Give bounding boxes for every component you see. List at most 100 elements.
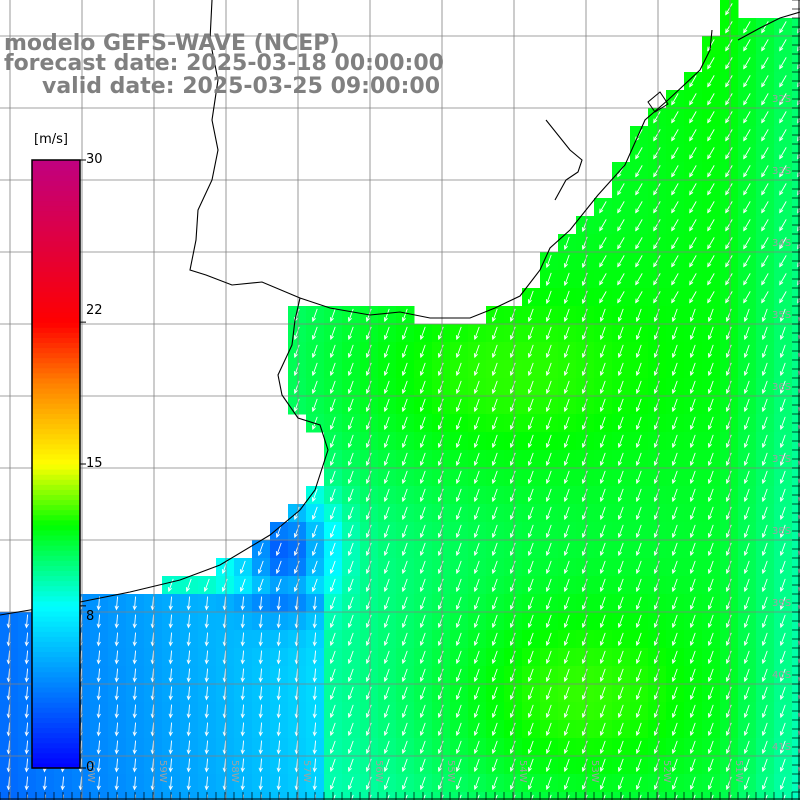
wind-arrow [383, 686, 390, 701]
wind-arrow [599, 740, 606, 755]
wind-arrow [743, 668, 750, 683]
wind-arrow [599, 291, 607, 304]
wind-arrow [599, 596, 606, 611]
wind-arrow [437, 542, 444, 557]
colorbar-segment [32, 676, 80, 683]
wind-arrow [779, 416, 786, 431]
wind-arrow [383, 380, 390, 395]
colorbar-segment [32, 261, 80, 267]
wind-arrow [599, 506, 606, 521]
wind-arrow [276, 686, 281, 701]
wind-arrow [707, 614, 714, 629]
wind-arrow [635, 183, 643, 196]
wind-arrow [635, 506, 642, 521]
wind-arrow [707, 165, 715, 178]
colorbar-segment [32, 656, 80, 663]
wind-arrow [365, 524, 372, 539]
wind-arrow [347, 524, 354, 539]
wind-arrow [779, 470, 786, 485]
colorbar-segment [32, 762, 80, 769]
colorbar-segment [32, 312, 80, 318]
wind-arrow [276, 668, 281, 683]
wind-arrow [455, 614, 462, 629]
wind-arrow [98, 794, 101, 800]
wind-arrow [473, 506, 480, 521]
wind-arrow [563, 254, 570, 269]
wind-arrow [563, 452, 570, 467]
wind-arrow [365, 596, 372, 611]
wind-arrow [671, 326, 678, 341]
wind-arrow [419, 488, 426, 503]
wind-arrow [347, 542, 354, 557]
wind-arrow [617, 291, 625, 304]
wind-arrow [329, 776, 336, 791]
wind-arrow [761, 452, 768, 467]
wind-arrow [347, 506, 354, 521]
wind-arrow [707, 506, 714, 521]
wind-arrow [725, 416, 732, 431]
wind-arrow [581, 488, 588, 503]
wind-arrow [24, 704, 29, 719]
wind-arrow [689, 398, 696, 413]
wind-arrow [743, 129, 751, 142]
wind-arrow [509, 506, 516, 521]
wind-arrow [635, 237, 643, 250]
wind-arrow [311, 506, 318, 521]
wind-arrow [707, 668, 714, 683]
wind-arrow [563, 290, 570, 305]
wind-arrow [635, 219, 643, 232]
wind-arrow [329, 560, 336, 575]
wind-arrow [437, 668, 444, 683]
wind-arrow [96, 650, 101, 665]
wind-arrow [509, 344, 516, 359]
wind-arrow [725, 740, 732, 755]
colorbar-segment [32, 372, 80, 379]
wind-arrow [419, 470, 426, 485]
wind-arrow [671, 398, 678, 413]
wind-arrow [728, 794, 732, 800]
wind-arrow [455, 704, 462, 719]
wind-arrow [617, 704, 624, 719]
colorbar-segment [32, 646, 80, 653]
wind-arrow [599, 614, 606, 629]
wind-arrow [347, 398, 354, 413]
wind-arrow [24, 776, 29, 791]
wind-arrow [401, 614, 408, 629]
wind-arrow [635, 650, 642, 665]
wind-arrow [743, 165, 751, 178]
wind-arrow [653, 650, 660, 665]
wind-arrow [545, 488, 552, 503]
colorbar-segment [32, 529, 80, 536]
wind-arrow [329, 452, 336, 467]
wind-arrow [132, 686, 137, 701]
wind-arrow [60, 776, 65, 791]
wind-arrow [455, 542, 462, 557]
wind-arrow [707, 578, 714, 593]
wind-arrow [671, 111, 679, 124]
wind-arrow [779, 758, 786, 773]
wind-arrow [689, 668, 696, 683]
colorbar-segment [32, 605, 80, 612]
wind-arrow [473, 740, 480, 755]
wind-arrow [599, 686, 606, 701]
wind-arrow [599, 398, 606, 413]
wind-arrow [383, 614, 390, 629]
wind-arrow [260, 794, 263, 800]
colorbar-segment [32, 225, 80, 232]
wind-arrow [365, 344, 372, 359]
wind-arrow [383, 344, 390, 359]
wind-arrow [491, 524, 498, 539]
wind-arrow [563, 776, 570, 791]
wind-arrow [563, 398, 570, 413]
wind-arrow [671, 308, 678, 323]
colorbar-segment [32, 524, 80, 531]
wind-arrow [779, 542, 786, 557]
wind-arrow [383, 740, 390, 755]
wind-arrow [707, 650, 714, 665]
wind-arrow [581, 524, 588, 539]
wind-arrow [689, 75, 697, 88]
wind-arrow [530, 794, 534, 800]
wind-arrow [743, 39, 751, 52]
wind-arrow [599, 255, 607, 268]
wind-arrow [725, 111, 733, 124]
